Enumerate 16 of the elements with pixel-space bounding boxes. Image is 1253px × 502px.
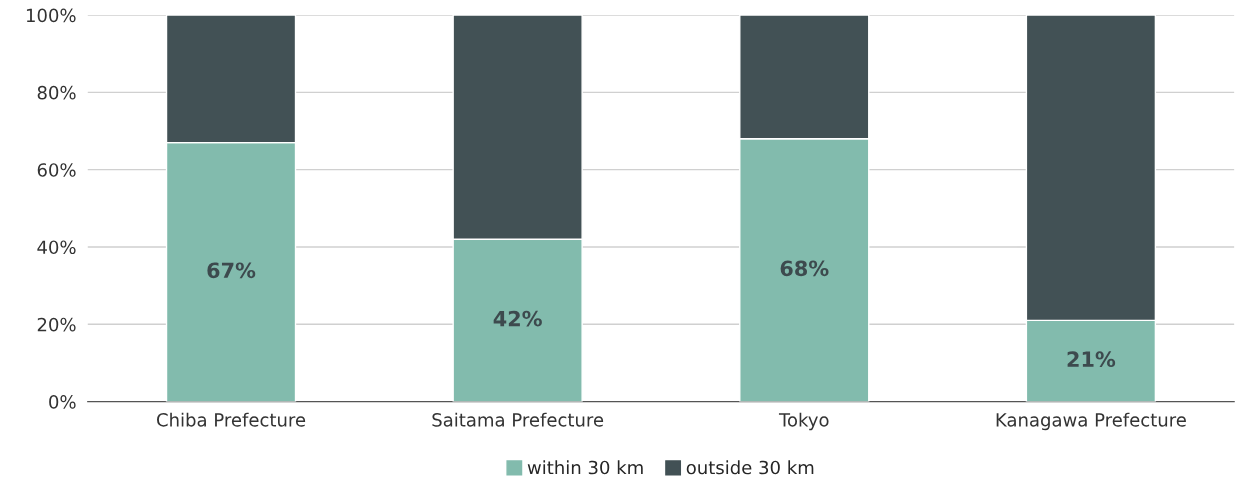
data-label: 67% (207, 262, 256, 279)
y-tick-label: 40% (37, 240, 76, 255)
data-label: 68% (780, 260, 829, 277)
legend-label: outside 30 km (686, 460, 814, 475)
legend-label: within 30 km (527, 460, 643, 475)
y-tick-label: 60% (37, 163, 76, 177)
y-tick-label: 80% (37, 85, 76, 100)
x-tick-label: Saitama Prefecture (432, 412, 604, 427)
x-tick-label: Kanagawa Prefecture (996, 412, 1186, 431)
y-tick-label: 100% (26, 8, 76, 23)
x-tick-label: Tokyo (778, 412, 829, 431)
x-tick-label: Chiba Prefecture (157, 412, 306, 427)
data-label: 21% (1067, 351, 1116, 368)
y-tick-label: 20% (37, 317, 76, 332)
data-label: 42% (493, 310, 542, 327)
y-tick-label: 0% (49, 395, 76, 409)
